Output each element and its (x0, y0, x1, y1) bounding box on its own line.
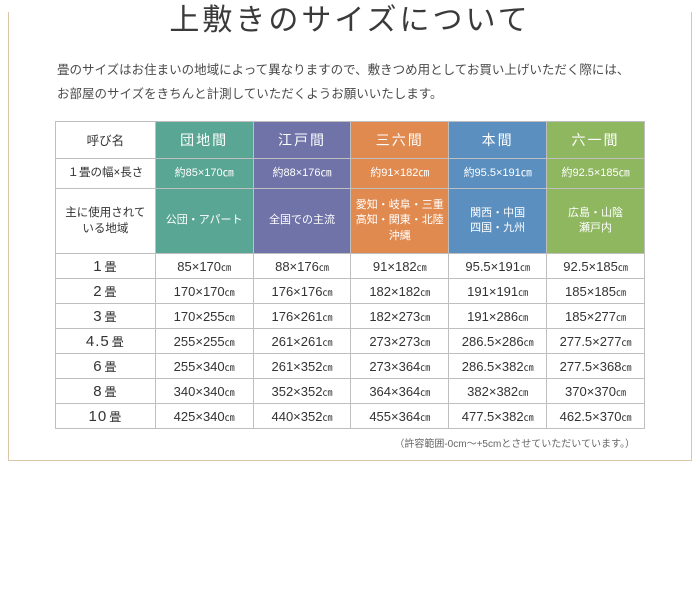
size-cell: 286.5×382㎝ (449, 354, 547, 379)
size-cell: 273×364㎝ (351, 354, 449, 379)
size-cell: 170×170㎝ (155, 279, 253, 304)
tatami-count: 6畳 (56, 354, 156, 379)
tatami-count: 8畳 (56, 379, 156, 404)
table-row: 3畳170×255㎝176×261㎝182×273㎝191×286㎝185×27… (56, 304, 645, 329)
size-cell: 91×182㎝ (351, 254, 449, 279)
sizes-body: 1畳85×170㎝88×176㎝91×182㎝95.5×191㎝92.5×185… (56, 254, 645, 429)
size-cell: 273×273㎝ (351, 329, 449, 354)
dim-0: 約85×170㎝ (155, 158, 253, 188)
size-cell: 455×364㎝ (351, 404, 449, 429)
tatami-count: 1畳 (56, 254, 156, 279)
page-title: 上敷きのサイズについて (149, 0, 550, 39)
size-cell: 462.5×370㎝ (547, 404, 645, 429)
table-row: 6畳255×340㎝261×352㎝273×364㎝286.5×382㎝277.… (56, 354, 645, 379)
size-table: 呼び名 団地間 江戸間 三六間 本間 六一間 １畳の幅×長さ 約85×170㎝ … (55, 121, 645, 430)
region-4: 広島・山陰瀬戸内 (547, 188, 645, 253)
size-cell: 277.5×277㎝ (547, 329, 645, 354)
size-cell: 477.5×382㎝ (449, 404, 547, 429)
header-name: 呼び名 (56, 121, 156, 158)
size-cell: 185×277㎝ (547, 304, 645, 329)
size-cell: 191×286㎝ (449, 304, 547, 329)
size-cell: 340×340㎝ (155, 379, 253, 404)
table-row: 8畳340×340㎝352×352㎝364×364㎝382×382㎝370×37… (56, 379, 645, 404)
tatami-count: 4.5畳 (56, 329, 156, 354)
size-cell: 382×382㎝ (449, 379, 547, 404)
document-frame: 上敷きのサイズについて 畳のサイズはお住まいの地域によって異なりますので、敷きつ… (8, 12, 692, 461)
region-3: 関西・中国四国・九州 (449, 188, 547, 253)
dim-3: 約95.5×191㎝ (449, 158, 547, 188)
table-row: 1畳85×170㎝88×176㎝91×182㎝95.5×191㎝92.5×185… (56, 254, 645, 279)
tatami-count: 10畳 (56, 404, 156, 429)
size-cell: 364×364㎝ (351, 379, 449, 404)
size-cell: 92.5×185㎝ (547, 254, 645, 279)
region-label: 主に使用されている地域 (56, 188, 156, 253)
size-cell: 255×255㎝ (155, 329, 253, 354)
header-danchi: 団地間 (155, 121, 253, 158)
size-cell: 85×170㎝ (155, 254, 253, 279)
table-row: 10畳425×340㎝440×352㎝455×364㎝477.5×382㎝462… (56, 404, 645, 429)
size-cell: 191×191㎝ (449, 279, 547, 304)
header-honma: 本間 (449, 121, 547, 158)
size-cell: 261×352㎝ (253, 354, 351, 379)
size-cell: 176×176㎝ (253, 279, 351, 304)
table-row: 2畳170×170㎝176×176㎝182×182㎝191×191㎝185×18… (56, 279, 645, 304)
dim-2: 約91×182㎝ (351, 158, 449, 188)
title-wrap: 上敷きのサイズについて (9, 11, 691, 39)
dimension-row: １畳の幅×長さ 約85×170㎝ 約88×176㎝ 約91×182㎝ 約95.5… (56, 158, 645, 188)
size-cell: 261×261㎝ (253, 329, 351, 354)
size-cell: 255×340㎝ (155, 354, 253, 379)
size-cell: 277.5×368㎝ (547, 354, 645, 379)
size-cell: 286.5×286㎝ (449, 329, 547, 354)
header-sanroku: 三六間 (351, 121, 449, 158)
size-cell: 185×185㎝ (547, 279, 645, 304)
dim-4: 約92.5×185㎝ (547, 158, 645, 188)
region-1: 全国での主流 (253, 188, 351, 253)
size-cell: 88×176㎝ (253, 254, 351, 279)
tatami-count: 3畳 (56, 304, 156, 329)
size-cell: 425×340㎝ (155, 404, 253, 429)
dimension-label: １畳の幅×長さ (56, 158, 156, 188)
size-cell: 176×261㎝ (253, 304, 351, 329)
size-cell: 170×255㎝ (155, 304, 253, 329)
tolerance-note: （許容範囲-0cm～+5cmとさせていただいています。） (9, 429, 691, 450)
tatami-count: 2畳 (56, 279, 156, 304)
header-row: 呼び名 団地間 江戸間 三六間 本間 六一間 (56, 121, 645, 158)
size-cell: 95.5×191㎝ (449, 254, 547, 279)
header-rokuichi: 六一間 (547, 121, 645, 158)
size-cell: 440×352㎝ (253, 404, 351, 429)
region-0: 公団・アパート (155, 188, 253, 253)
size-cell: 370×370㎝ (547, 379, 645, 404)
size-cell: 352×352㎝ (253, 379, 351, 404)
dim-1: 約88×176㎝ (253, 158, 351, 188)
description-text: 畳のサイズはお住まいの地域によって異なりますので、敷きつめ用としてお買い上げいた… (9, 41, 691, 121)
region-row: 主に使用されている地域 公団・アパート 全国での主流 愛知・岐阜・三重高知・関東… (56, 188, 645, 253)
table-row: 4.5畳255×255㎝261×261㎝273×273㎝286.5×286㎝27… (56, 329, 645, 354)
size-cell: 182×273㎝ (351, 304, 449, 329)
header-edo: 江戸間 (253, 121, 351, 158)
size-cell: 182×182㎝ (351, 279, 449, 304)
region-2: 愛知・岐阜・三重高知・関東・北陸沖縄 (351, 188, 449, 253)
